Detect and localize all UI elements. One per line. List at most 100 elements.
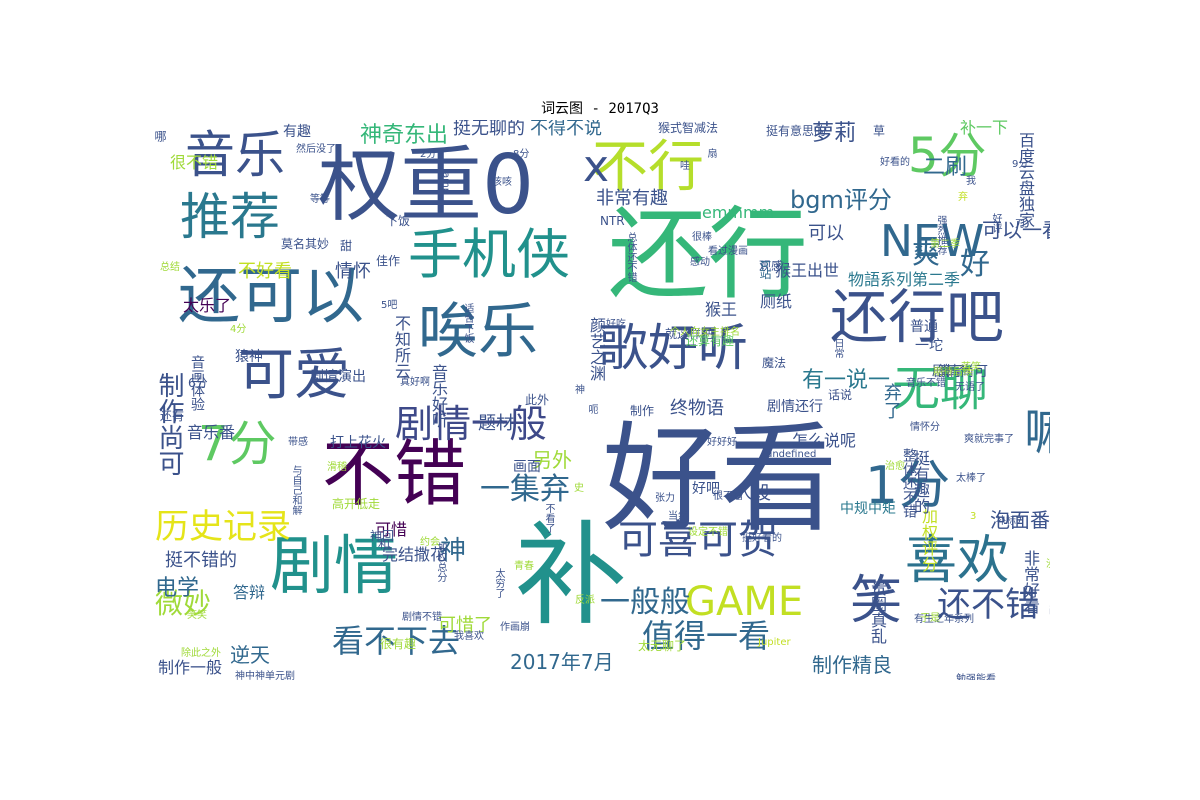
cloud-word: 此外 <box>525 393 550 407</box>
cloud-word: GAME <box>685 579 804 625</box>
cloud-word: 下饭 <box>386 214 411 228</box>
cloud-word: 反派 <box>575 595 595 606</box>
cloud-word: 弃了 <box>881 383 902 419</box>
cloud-word: 不得不说 <box>530 120 602 139</box>
cloud-word: 还行吧 <box>830 283 1005 351</box>
cloud-word: bgm评分 <box>790 186 892 214</box>
cloud-word: 5吧 <box>381 300 398 311</box>
cloud-word: 补标7 <box>996 516 1023 527</box>
cloud-word: 有一说一 <box>802 368 891 393</box>
cloud-word: 猴王 <box>705 300 738 319</box>
cloud-word: 总结 <box>160 262 180 273</box>
cloud-word: 魔法 <box>762 356 787 370</box>
cloud-word: 剧情尚可 <box>932 364 988 380</box>
cloud-word: 还可以 <box>178 259 365 332</box>
cloud-word: 唉乐 <box>418 297 538 367</box>
cloud-word: 加权总分 <box>435 542 446 582</box>
cloud-word: 剧情演出 <box>310 369 366 385</box>
cloud-word: 等等 <box>310 194 330 205</box>
cloud-word: amp <box>440 172 451 195</box>
cloud-word: 情怀 <box>335 261 371 282</box>
cloud-word: 推荐 <box>180 188 280 246</box>
cloud-word: 我喜欢 <box>454 631 484 642</box>
cloud-word: 画面 <box>513 459 541 475</box>
cloud-word: 好吃 <box>606 319 626 330</box>
cloud-word: 看过漫画 <box>708 246 748 257</box>
cloud-word: 带感 <box>288 437 308 448</box>
cloud-word: emmmm <box>702 203 775 222</box>
cloud-word: 中规中矩 <box>840 501 896 517</box>
cloud-word: 哪 <box>153 130 167 142</box>
cloud-word: 滑稽 <box>327 462 347 473</box>
cloud-word: 1分 <box>865 456 951 516</box>
cloud-word: 补一下 <box>960 120 1009 137</box>
cloud-word: 好评 <box>990 213 1001 233</box>
cloud-word: 逆天 <box>230 643 270 667</box>
cloud-word: 史 <box>574 483 584 494</box>
cloud-word: 制作一般 <box>158 658 223 677</box>
cloud-word: 无语了 <box>955 382 985 393</box>
cloud-word: 音乐好听 <box>429 364 448 428</box>
cloud-word: 挺无聊的 <box>453 120 525 139</box>
cloud-word: 约会 <box>420 537 440 548</box>
cloud-word: 观感 <box>759 259 784 273</box>
cloud-word: 可以一看 <box>982 218 1050 242</box>
cloud-word: 很有趣 <box>380 637 417 651</box>
cloud-word: 作画崩 <box>500 622 530 633</box>
cloud-word: 和 <box>378 537 391 551</box>
cloud-word: 好看 <box>602 410 839 548</box>
cloud-word: 强烈推荐 <box>935 215 946 255</box>
cloud-word: 可以 <box>808 223 844 244</box>
cloud-word: 贵圈真乱 <box>868 580 887 644</box>
cloud-word: 音画体验 <box>189 355 205 411</box>
cloud-word: 神中神单元剧 <box>235 671 295 681</box>
cloud-word: 看不下去 <box>332 622 461 660</box>
cloud-word: 补 <box>515 511 627 641</box>
cloud-word: 很不错 <box>713 491 743 502</box>
cloud-word: 个人向女主排名 <box>670 327 740 338</box>
cloud-word: 猴式智减法 <box>658 121 719 135</box>
cloud-word: 非常有趣 <box>596 188 668 209</box>
cloud-word: 终物语 <box>670 398 724 419</box>
cloud-word: 一集弃 <box>480 472 570 507</box>
cloud-word: 于是 <box>920 613 940 624</box>
cloud-word: 当然 <box>668 511 688 522</box>
cloud-word: 不知所云 <box>392 315 411 379</box>
cloud-word: 青春 <box>514 561 534 572</box>
cloud-word: 很不错 <box>170 153 219 172</box>
cloud-word: 神回 <box>370 529 395 543</box>
cloud-word: 第二季 <box>930 239 960 250</box>
cloud-word: 可惜了 <box>438 615 492 636</box>
cloud-word: 与自己和解 <box>290 465 301 515</box>
cloud-word: 题材 <box>478 413 514 434</box>
cloud-word: 好 <box>960 247 990 282</box>
cloud-word: 适合下饭 <box>462 303 473 343</box>
cloud-word: 太乐了 <box>183 296 232 315</box>
cloud-word: 话说 <box>828 388 853 402</box>
cloud-word: 电学 <box>155 576 200 601</box>
cloud-word: 制作精良 <box>812 653 892 677</box>
cloud-word: 二刷 <box>923 155 968 180</box>
cloud-word: 制作尚可 <box>154 372 184 476</box>
cloud-word: 呃 <box>586 404 597 414</box>
cloud-word: 喜欢 <box>905 531 1010 591</box>
cloud-word: undefined <box>766 449 817 460</box>
cloud-word: 就这样吧 <box>665 327 714 341</box>
cloud-word: 整体还不错 <box>901 448 917 518</box>
cloud-word: 苦笑 <box>961 362 981 373</box>
cloud-word: 打上花火 <box>330 435 386 451</box>
cloud-word: 很棒 <box>692 232 712 243</box>
cloud-word: 日常 <box>832 338 843 358</box>
cloud-word: 6分 <box>188 376 208 390</box>
cloud-word: 勉强能看 <box>956 674 996 681</box>
cloud-word: 漫改 <box>1046 560 1050 570</box>
cloud-word: 还不错 <box>937 585 1039 625</box>
cloud-word: 总体还不错 <box>625 232 636 282</box>
cloud-word: 9分 <box>1012 159 1029 170</box>
cloud-word: 嘛 <box>1016 405 1050 455</box>
cloud-word: 画风不错 <box>1049 607 1050 617</box>
cloud-word: 神奇东出 <box>360 123 449 148</box>
cloud-word: 咳咳 <box>492 177 512 188</box>
cloud-word: 笑笑 <box>187 610 207 621</box>
cloud-word: 剧情 <box>270 530 398 604</box>
